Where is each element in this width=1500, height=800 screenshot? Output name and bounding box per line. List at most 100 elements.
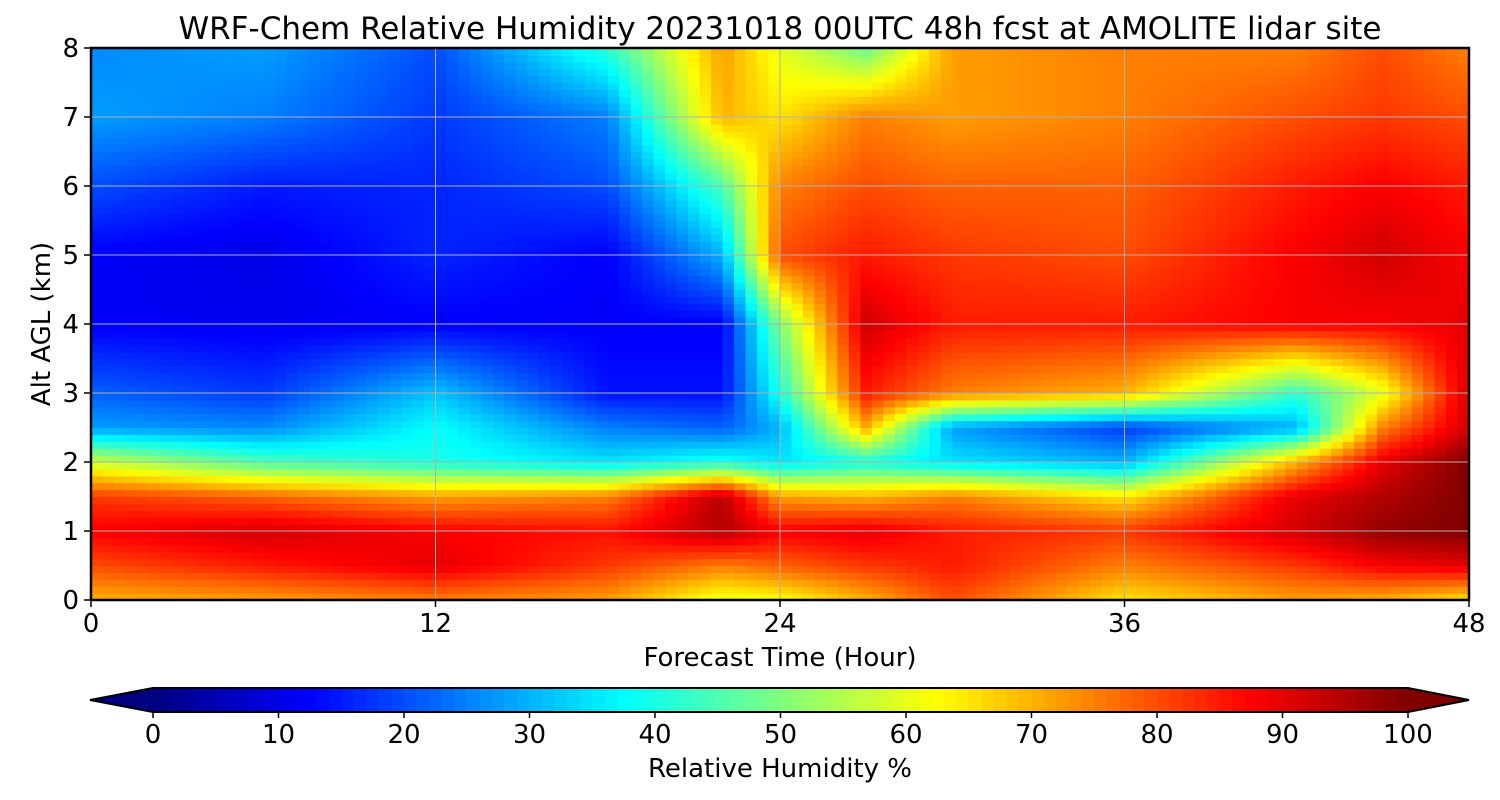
- heatmap-cell: [401, 317, 414, 325]
- heatmap-cell: [780, 282, 793, 291]
- heatmap-cell: [619, 89, 632, 97]
- heatmap-cell: [780, 158, 793, 166]
- heatmap-cell: [607, 54, 620, 63]
- heatmap-cell: [538, 220, 551, 228]
- heatmap-cell: [113, 192, 127, 201]
- heatmap-cell: [113, 455, 127, 463]
- heatmap-cell: [734, 537, 747, 546]
- heatmap-cell: [492, 261, 505, 270]
- heatmap-cell: [653, 524, 666, 532]
- heatmap-cell: [642, 54, 655, 63]
- heatmap-cell: [217, 586, 230, 594]
- heatmap-cell: [113, 206, 127, 215]
- heatmap-cell: [711, 365, 724, 373]
- heatmap-cell: [791, 317, 804, 325]
- heatmap-cell: [711, 544, 724, 553]
- heatmap-cell: [297, 379, 310, 387]
- heatmap-cell: [286, 317, 299, 325]
- heatmap-cell: [757, 344, 770, 353]
- heatmap-cell: [205, 372, 218, 380]
- heatmap-cell: [424, 137, 437, 146]
- heatmap-cell: [286, 510, 299, 518]
- heatmap-cell: [297, 386, 310, 394]
- heatmap-cell: [607, 144, 620, 153]
- heatmap-cell: [538, 441, 551, 449]
- heatmap-cell: [458, 54, 471, 63]
- heatmap-cell: [458, 110, 471, 118]
- heatmap-cell: [343, 130, 356, 139]
- heatmap-cell: [343, 206, 356, 215]
- heatmap-cell: [757, 96, 770, 104]
- heatmap-cell: [665, 248, 678, 256]
- heatmap-cell: [446, 441, 460, 449]
- heatmap-cell: [550, 482, 563, 491]
- heatmap-cell: [113, 324, 127, 332]
- heatmap-cell: [366, 296, 379, 304]
- heatmap-cell: [699, 110, 712, 118]
- heatmap-cell: [607, 475, 620, 484]
- heatmap-cell: [481, 420, 494, 429]
- heatmap-cell: [504, 462, 517, 470]
- heatmap-cell: [561, 406, 574, 415]
- heatmap-cell: [148, 110, 161, 118]
- heatmap-cell: [320, 427, 333, 435]
- heatmap-cell: [642, 310, 655, 318]
- heatmap-cell: [125, 186, 138, 194]
- heatmap-cell: [458, 324, 471, 332]
- heatmap-cell: [607, 537, 620, 546]
- heatmap-cell: [458, 227, 471, 235]
- heatmap-cell: [194, 213, 207, 222]
- heatmap-cell: [171, 579, 184, 587]
- heatmap-cell: [619, 310, 632, 318]
- heatmap-cell: [515, 531, 528, 539]
- heatmap-cell: [205, 406, 218, 415]
- heatmap-cell: [378, 192, 391, 201]
- heatmap-cell: [401, 393, 414, 401]
- heatmap-cell: [159, 48, 172, 56]
- heatmap-cell: [263, 344, 276, 353]
- heatmap-cell: [653, 268, 666, 277]
- heatmap-cell: [148, 96, 161, 104]
- heatmap-cell: [424, 489, 437, 498]
- heatmap-cell: [148, 275, 161, 284]
- heatmap-cell: [205, 96, 218, 104]
- heatmap-cell: [619, 103, 632, 111]
- heatmap-cell: [194, 186, 207, 194]
- heatmap-cell: [389, 544, 402, 553]
- heatmap-cell: [240, 137, 253, 146]
- heatmap-cell: [676, 399, 689, 408]
- heatmap-cell: [389, 406, 402, 415]
- heatmap-cell: [355, 255, 368, 263]
- heatmap-cell: [171, 275, 184, 284]
- heatmap-cell: [492, 192, 505, 201]
- heatmap-cell: [401, 468, 414, 477]
- heatmap-cell: [102, 503, 115, 511]
- heatmap-cell: [573, 558, 586, 567]
- heatmap-cell: [527, 531, 540, 539]
- heatmap-cell: [515, 220, 528, 228]
- heatmap-cell: [159, 282, 172, 291]
- heatmap-cell: [481, 275, 494, 284]
- heatmap-cell: [619, 137, 632, 146]
- heatmap-cell: [102, 544, 115, 553]
- heatmap-cell: [642, 172, 655, 180]
- heatmap-cell: [355, 268, 368, 277]
- heatmap-cell: [665, 365, 678, 373]
- heatmap-cell: [424, 303, 437, 311]
- heatmap-cell: [251, 158, 264, 166]
- heatmap-cell: [240, 482, 253, 491]
- heatmap-cell: [148, 420, 161, 429]
- heatmap-cell: [573, 393, 586, 401]
- heatmap-cell: [768, 441, 781, 449]
- heatmap-cell: [205, 303, 218, 311]
- heatmap-cell: [435, 386, 448, 394]
- heatmap-cell: [653, 386, 666, 394]
- heatmap-cell: [91, 358, 104, 366]
- heatmap-cell: [125, 241, 138, 249]
- heatmap-cell: [274, 268, 287, 277]
- heatmap-cell: [446, 158, 460, 166]
- heatmap-cell: [148, 289, 161, 297]
- heatmap-cell: [573, 358, 586, 366]
- heatmap-cell: [481, 351, 494, 360]
- heatmap-cell: [596, 337, 609, 346]
